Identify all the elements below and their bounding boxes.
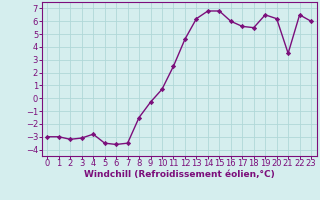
X-axis label: Windchill (Refroidissement éolien,°C): Windchill (Refroidissement éolien,°C) — [84, 170, 275, 179]
